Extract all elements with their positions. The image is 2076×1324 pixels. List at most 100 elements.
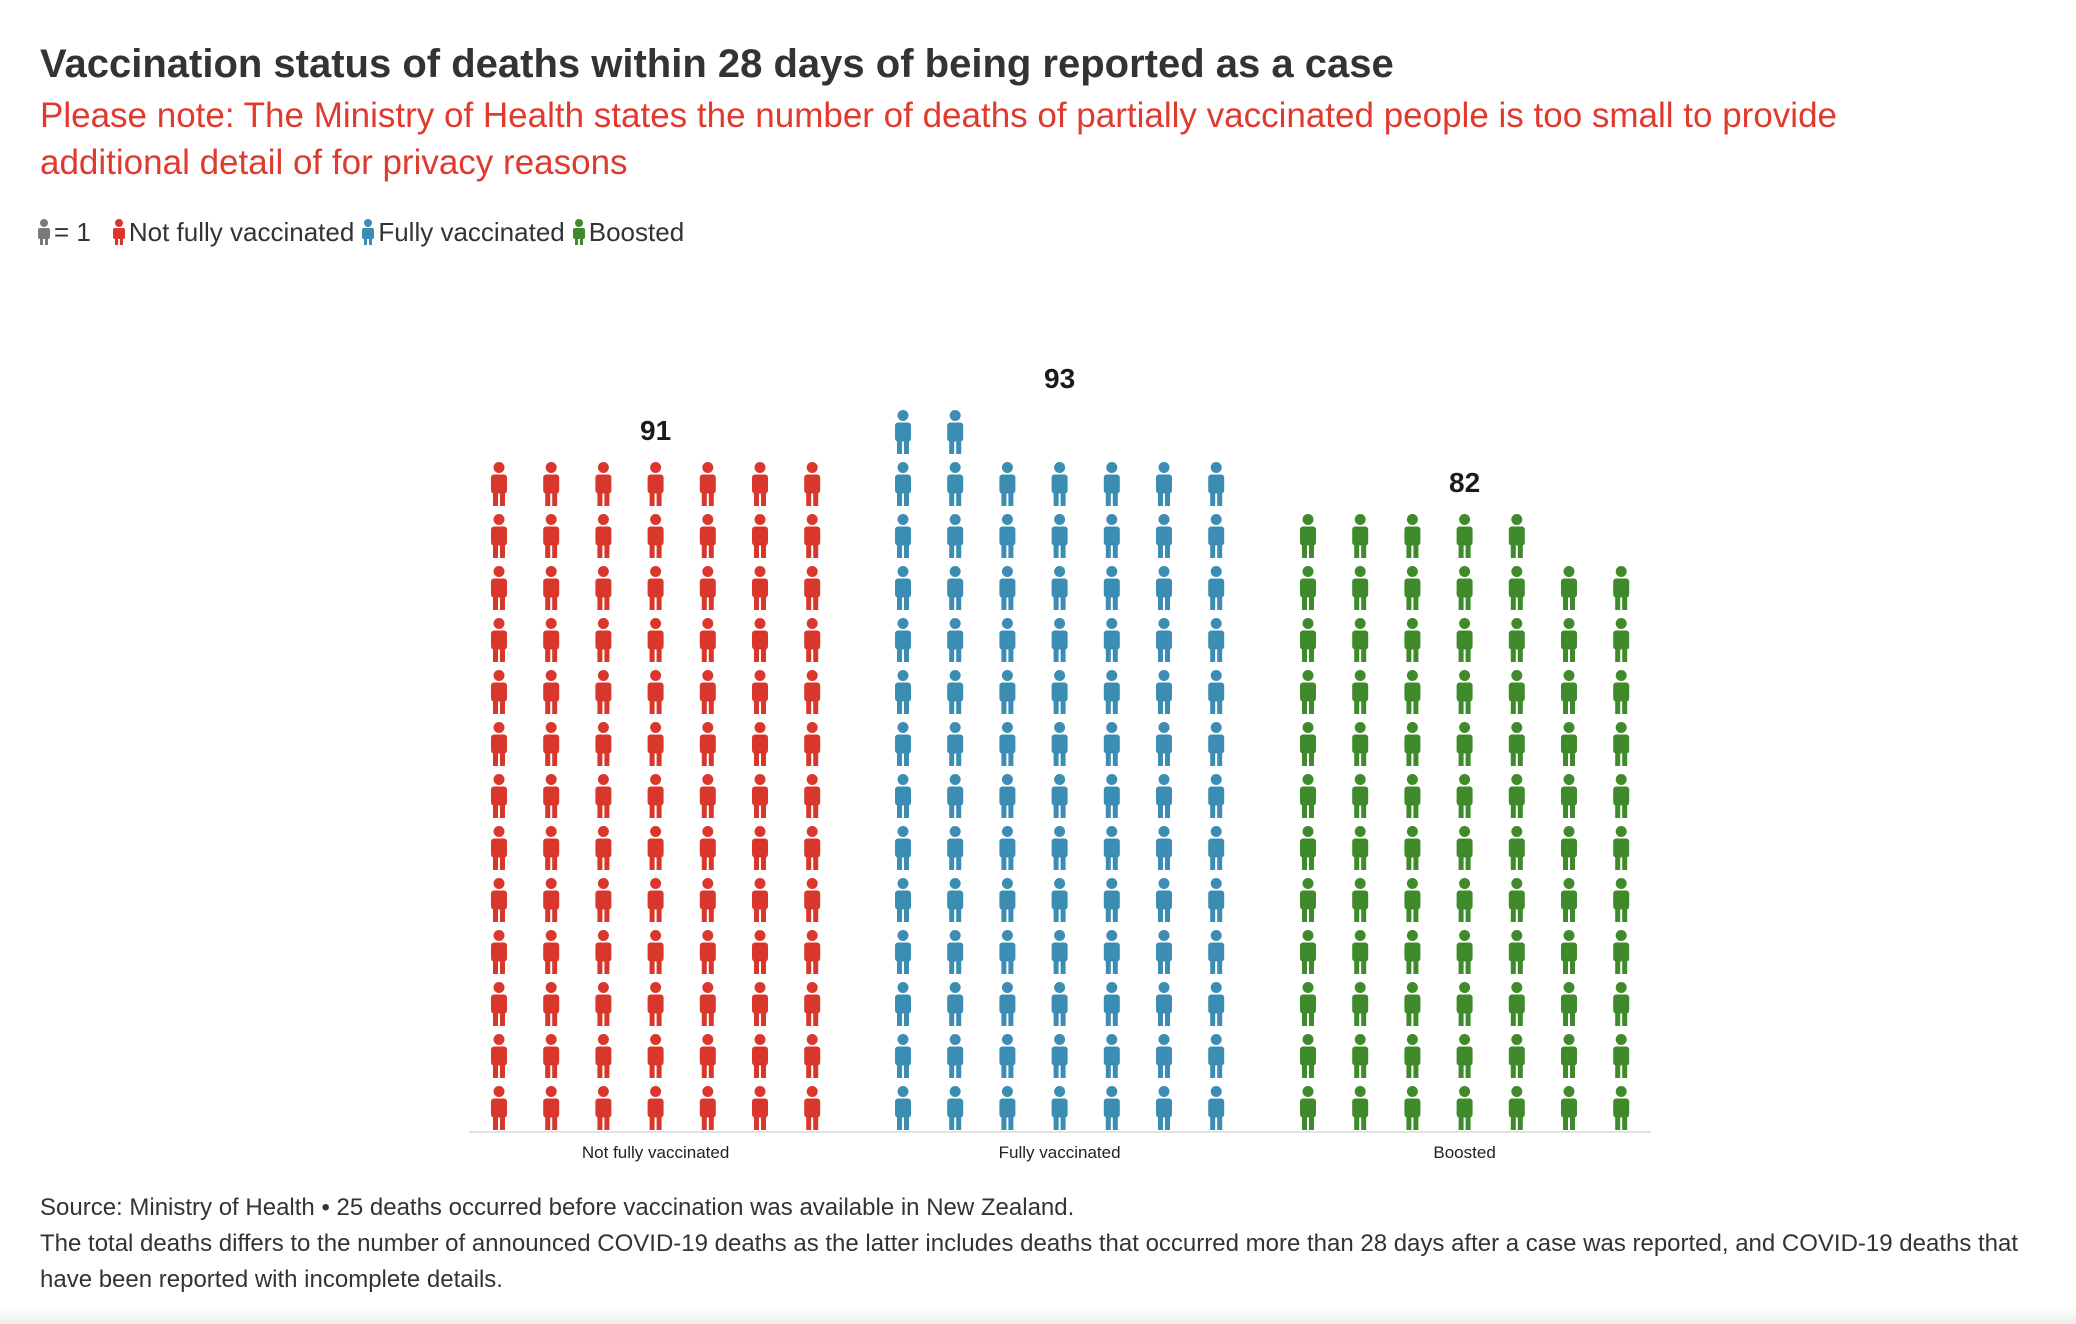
person-icon [1404, 1086, 1421, 1130]
footer: Source: Ministry of Health • 25 deaths o… [40, 1190, 2040, 1298]
bottom-shade [0, 1306, 2076, 1324]
person-icon [895, 514, 911, 558]
person-icon [1404, 982, 1421, 1026]
person-icon [1051, 878, 1068, 922]
person-icon [1352, 566, 1369, 610]
person-icon [804, 514, 821, 558]
pictogram-column [1613, 566, 1630, 1130]
person-icon [647, 566, 664, 610]
person-icon [1103, 618, 1120, 662]
person-icon [947, 566, 964, 610]
person-icon [647, 1086, 664, 1130]
person-icon [543, 514, 560, 558]
person-icon [1456, 566, 1473, 610]
person-icon [1300, 566, 1316, 610]
pictogram-column [1156, 462, 1172, 1130]
person-icon [699, 1034, 716, 1078]
person-icon [595, 514, 612, 558]
pictogram-group-fully-vaccinated [895, 410, 1225, 1130]
person-icon [1613, 878, 1630, 922]
person-icon [1561, 566, 1577, 610]
person-icon [595, 566, 612, 610]
person-icon [1352, 982, 1369, 1026]
pictogram-column [895, 410, 911, 1130]
person-icon [1508, 878, 1525, 922]
pictogram-column [647, 462, 664, 1130]
person-icon [752, 1086, 768, 1130]
methodology-note: The total deaths differs to the number o… [40, 1230, 2019, 1293]
person-icon [647, 774, 664, 818]
pictogram-column [1456, 514, 1473, 1130]
legend-label: Boosted [588, 216, 685, 247]
person-icon [1613, 566, 1630, 610]
person-icon [1561, 670, 1577, 714]
person-icon [595, 774, 612, 818]
person-icon [999, 566, 1016, 610]
person-icon [947, 618, 964, 662]
person-icon [1300, 774, 1316, 818]
person-icon [647, 930, 664, 974]
person-icon [112, 219, 125, 245]
person-icon [804, 566, 821, 610]
pictogram-column [1051, 462, 1068, 1130]
person-icon [1508, 566, 1525, 610]
person-icon [1051, 774, 1068, 818]
pictogram-column [491, 462, 507, 1130]
person-icon [999, 826, 1016, 870]
legend-item-not-fully-vaccinated[interactable]: Not fully vaccinated [112, 216, 355, 248]
person-icon [999, 982, 1016, 1026]
person-icon [1300, 1034, 1316, 1078]
person-icon [491, 1086, 507, 1130]
person-icon [895, 410, 911, 454]
person-icon [595, 722, 612, 766]
legend-item-fully-vaccinated[interactable]: Fully vaccinated [362, 217, 565, 248]
person-icon [1456, 826, 1473, 870]
person-icon [1051, 462, 1068, 506]
person-icon [1404, 878, 1421, 922]
person-icon [1208, 826, 1225, 870]
person-icon [1561, 878, 1577, 922]
pictogram-group-not-fully-vaccinated [491, 462, 821, 1130]
person-icon [999, 774, 1016, 818]
person-icon [804, 982, 821, 1026]
pictogram-column [947, 410, 964, 1130]
person-icon [999, 1034, 1016, 1078]
person-icon [1103, 982, 1120, 1026]
person-icon [595, 930, 612, 974]
person-icon [1613, 722, 1630, 766]
person-icon [1352, 878, 1369, 922]
person-icon [1613, 618, 1630, 662]
person-icon [1404, 514, 1421, 558]
person-icon [804, 774, 821, 818]
pictogram-column [1561, 566, 1577, 1130]
person-icon [1208, 878, 1225, 922]
person-icon [1456, 514, 1473, 558]
person-icon [1103, 566, 1120, 610]
pictogram-column [1300, 514, 1316, 1130]
person-icon [699, 826, 716, 870]
person-icon [947, 462, 964, 506]
person-icon [543, 670, 560, 714]
person-icon [1300, 982, 1316, 1026]
person-icon [595, 618, 612, 662]
pictogram-column [804, 462, 821, 1130]
person-icon [647, 826, 664, 870]
person-icon [1404, 1034, 1421, 1078]
person-icon [491, 1034, 507, 1078]
legend-label: Not fully vaccinated [128, 216, 355, 247]
person-icon [362, 219, 375, 245]
person-icon [1613, 1034, 1630, 1078]
legend-item-boosted[interactable]: Boosted [572, 216, 685, 248]
person-icon [699, 722, 716, 766]
person-icon [1051, 1086, 1068, 1130]
person-icon [1051, 566, 1068, 610]
person-icon [1456, 722, 1473, 766]
person-icon [491, 618, 507, 662]
person-icon [804, 826, 821, 870]
person-icon [1300, 670, 1316, 714]
person-icon [804, 1034, 821, 1078]
person-icon [895, 1086, 911, 1130]
person-icon [1561, 930, 1577, 974]
person-icon [1300, 618, 1316, 662]
person-icon [699, 670, 716, 714]
